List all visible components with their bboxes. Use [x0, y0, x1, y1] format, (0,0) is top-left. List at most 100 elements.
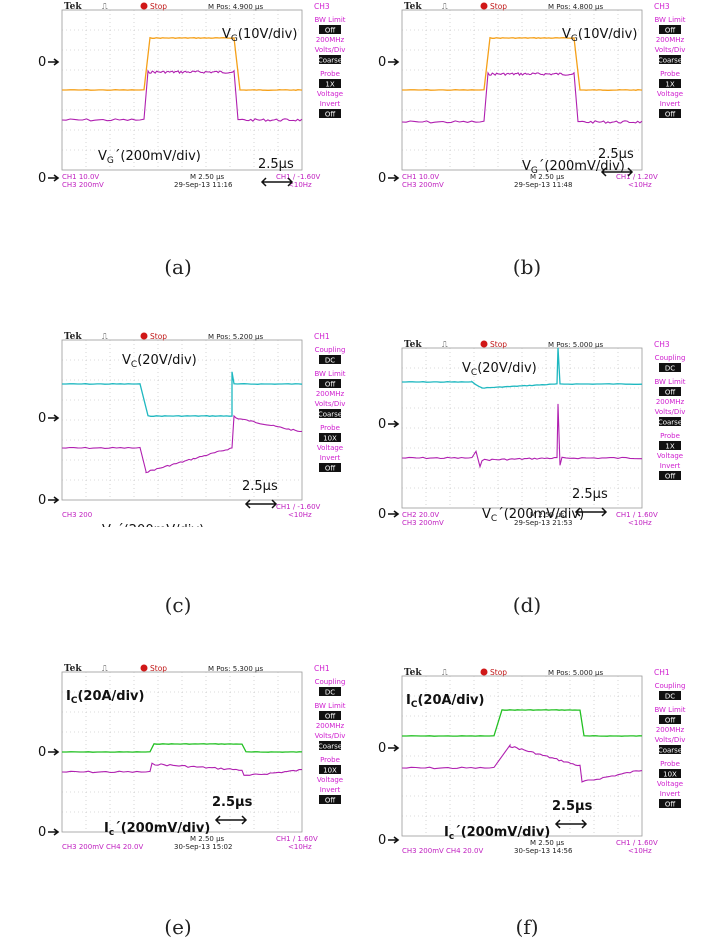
menu-value: Off [325, 797, 336, 805]
menu-label: Probe [320, 70, 340, 78]
menu-value: DC [325, 689, 335, 697]
trace-bottom-label: Ic´(200mV/div) [444, 825, 550, 842]
tek-brand: Tek [404, 668, 422, 678]
footer-date: 29-Sep-13 11:48 [514, 181, 572, 189]
menu-sub: Voltage [657, 452, 683, 460]
horizontal-position: M Pos: 4.900 µs [208, 3, 263, 11]
footer-freq: <10Hz [288, 511, 312, 519]
menu-value: Coarse [318, 411, 342, 419]
footer-trigger: CH1 ∕ 1.60V [616, 511, 658, 519]
menu-label: BW Limit [314, 702, 345, 710]
oscilloscope-screen: Tek ⎍ Stop M Pos: 5.200 µs CH1 Coupling DC BW L… [38, 332, 358, 527]
stop-indicator-icon [480, 340, 488, 348]
menu-label: Volts/Div [655, 736, 686, 744]
stop-indicator-icon [480, 2, 488, 10]
time-span-arrow-icon [214, 815, 248, 825]
zero-level-label: 0 [38, 411, 46, 426]
menu-sub: 200MHz [656, 726, 685, 734]
trace-top-label: VC(20V/div) [122, 353, 197, 370]
menu-value-box [319, 463, 341, 472]
menu-value: Off [665, 801, 676, 809]
menu-value-box [319, 109, 341, 118]
time-scale-label: 2.5µs [258, 157, 294, 172]
menu-value: DC [665, 693, 675, 701]
acquisition-state: Stop [150, 2, 167, 11]
zero-level-label: 0 [378, 741, 386, 756]
footer-timebase: M 2.50 µs [190, 173, 225, 181]
acquisition-state: Stop [150, 332, 167, 341]
footer-timebase: M 2.50 µs [190, 835, 225, 843]
menu-label: BW Limit [314, 16, 345, 24]
menu-sub: 200MHz [656, 398, 685, 406]
menu-value-box [659, 441, 681, 450]
menu-value-box [319, 79, 341, 88]
menu-value: DC [665, 365, 675, 373]
trace-bottom [61, 69, 303, 122]
horizontal-position: M Pos: 5.000 µs [548, 669, 603, 677]
menu-label: Coupling [655, 682, 686, 690]
zero-arrow-icon [48, 496, 60, 504]
menu-value: Coarse [658, 57, 682, 65]
menu-value: Coarse [658, 747, 682, 755]
menu-label: Probe [320, 424, 340, 432]
panel-caption-e: (e) [164, 915, 192, 939]
tek-brand: Tek [64, 332, 82, 342]
menu-value-box [659, 387, 681, 396]
menu-value-box [659, 715, 681, 724]
tek-brand: Tek [404, 340, 422, 350]
scope-panel-a: Tek ⎍ Stop M Pos: 4.900 µs CH3 BW Limit Off 200… [38, 2, 358, 197]
trace-bottom-label: VG´(200mV/div) [98, 149, 201, 166]
active-channel: CH1 [314, 332, 330, 341]
menu-value: 1X [665, 81, 674, 89]
footer-ch1-scale: CH2 20.0V [402, 511, 439, 519]
time-span-arrow-icon [260, 177, 294, 187]
acquisition-state: Stop [490, 668, 507, 677]
panel-caption-d: (d) [512, 593, 542, 617]
zero-arrow-icon [48, 174, 60, 182]
menu-value: 1X [325, 81, 334, 89]
scope-panel-c: Tek ⎍ Stop M Pos: 5.200 µs CH1 Coupling DC BW L… [38, 332, 358, 527]
menu-sub: Voltage [317, 776, 343, 784]
menu-label: Invert [320, 100, 341, 108]
zero-arrow-icon [388, 420, 400, 428]
footer-trigger: CH1 ∕ -1.60V [276, 173, 321, 181]
footer-ch3-scale: CH3 200mV CH4 20.0V [62, 843, 143, 851]
menu-value-box [319, 409, 341, 418]
footer-ch3-scale: CH3 200mV [402, 181, 444, 189]
footer-freq: <10Hz [628, 181, 652, 189]
footer-timebase: M 2.50 µs [530, 173, 565, 181]
menu-value: Off [665, 717, 676, 725]
time-scale-label: 2.5µs [242, 479, 278, 494]
menu-value-box [319, 765, 341, 774]
oscilloscope-screen: Tek ⎍ Stop M Pos: 5.300 µs CH1 Coupling DC BW L… [38, 664, 358, 859]
panel-caption-f: (f) [515, 915, 539, 939]
menu-value: Off [665, 473, 676, 481]
footer-timebase: M 2.50 µs [530, 511, 565, 519]
trace-bottom [61, 414, 303, 474]
zero-arrow-icon [388, 744, 400, 752]
panel-caption-b: (b) [512, 255, 542, 279]
menu-sub: 200MHz [316, 722, 345, 730]
footer-ch3-scale: CH3 200mV CH4 20.0V [402, 847, 483, 855]
menu-value: 10X [323, 767, 337, 775]
menu-value-box [659, 769, 681, 778]
scope-grid [402, 676, 642, 836]
scope-grid [62, 340, 302, 500]
menu-value: Off [665, 389, 676, 397]
stop-indicator-icon [480, 668, 488, 676]
menu-value: DC [325, 357, 335, 365]
zero-arrow-icon [48, 414, 60, 422]
menu-label: BW Limit [654, 706, 685, 714]
menu-value-box [659, 363, 681, 372]
menu-value-box [659, 79, 681, 88]
footer-ch1-scale: CH1 10.0V [402, 173, 439, 181]
menu-sub: Voltage [657, 90, 683, 98]
trace-top [62, 743, 303, 753]
oscilloscope-screen: Tek ⎍ Stop M Pos: 4.800 µs CH3 BW Limit Off 200… [378, 2, 698, 197]
panel-caption-c: (c) [164, 593, 192, 617]
trace-bottom-label: VC´(200mV/div) [102, 523, 204, 527]
zero-arrow-icon [388, 58, 400, 66]
menu-value: Off [325, 465, 336, 473]
panel-caption-a: (a) [164, 255, 192, 279]
horizontal-position: M Pos: 5.300 µs [208, 665, 263, 673]
